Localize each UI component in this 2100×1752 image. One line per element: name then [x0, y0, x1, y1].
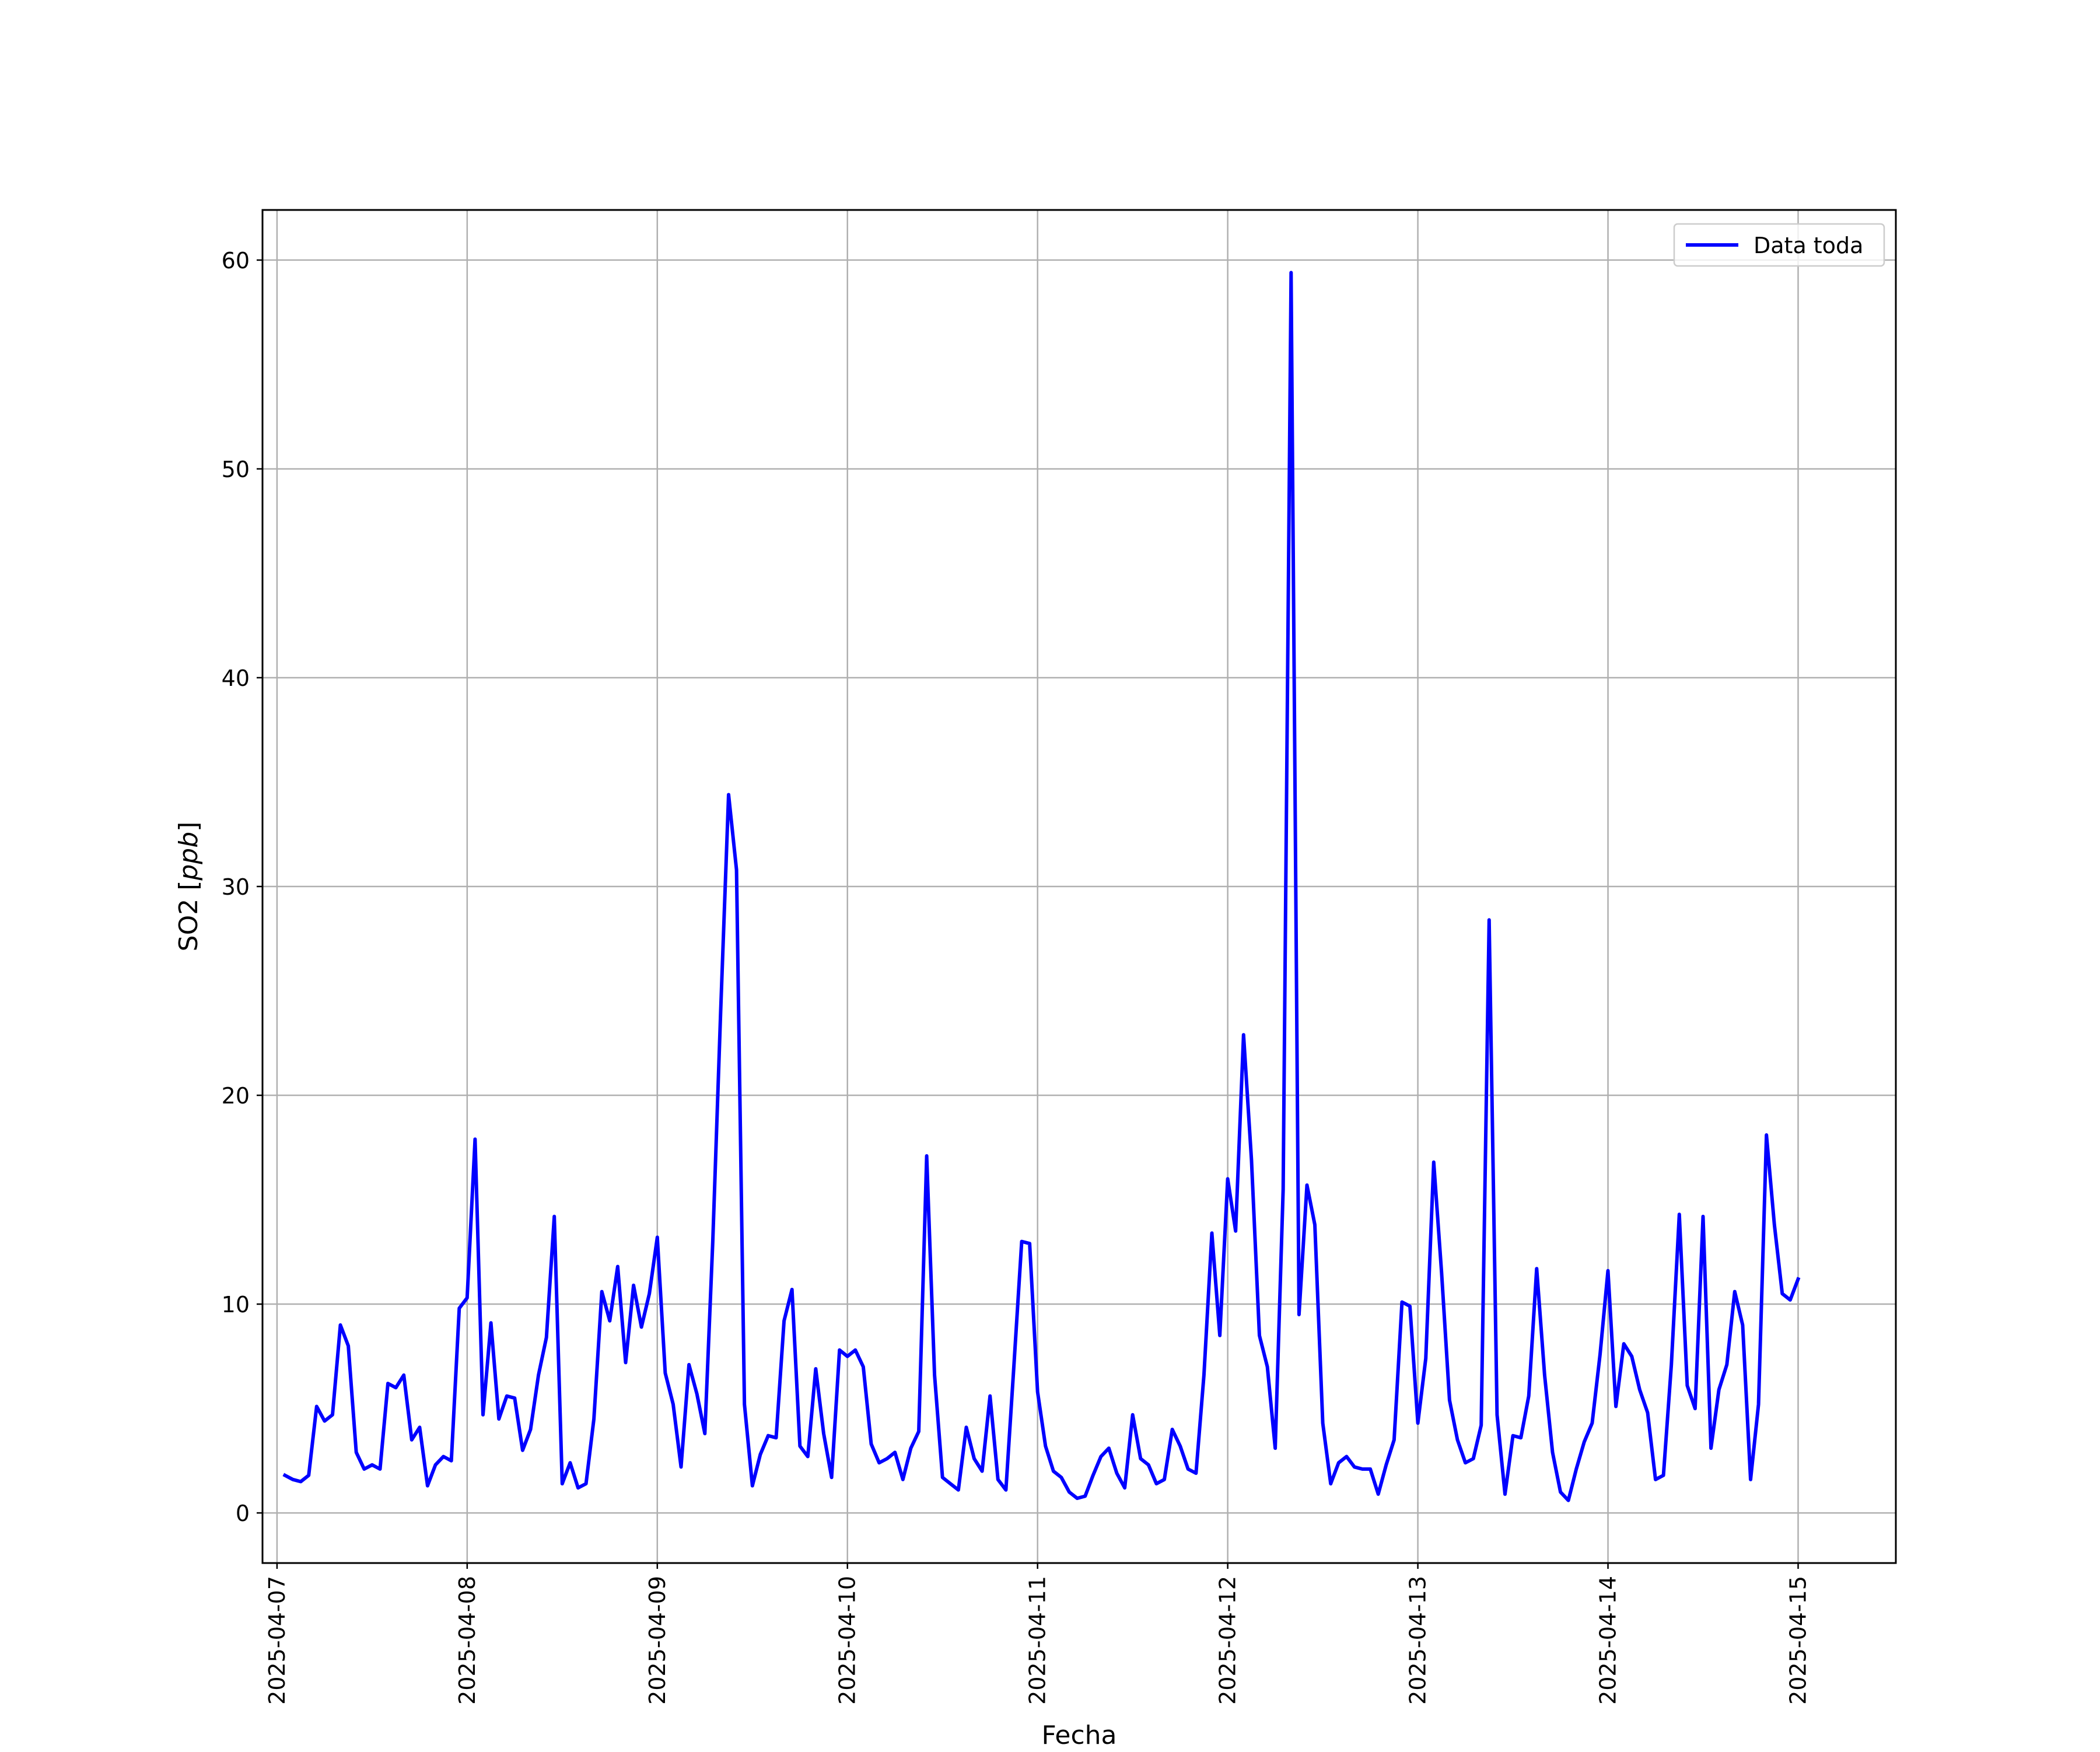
x-tick-label: 2025-04-08	[454, 1576, 480, 1705]
y-tick-label: 20	[222, 1083, 250, 1109]
x-tick-label: 2025-04-13	[1405, 1576, 1431, 1705]
series-layer	[282, 271, 1801, 1502]
y-tick-label: 40	[222, 665, 250, 691]
y-axis-label-close: ]	[174, 822, 204, 832]
y-axis-label: SO2 [ppb]	[174, 822, 204, 952]
grid	[262, 210, 1896, 1563]
y-axis-label-main: SO2 [	[174, 881, 204, 952]
y-tick-label: 0	[236, 1501, 250, 1526]
y-tick-label: 10	[222, 1292, 250, 1317]
x-tick-label: 2025-04-12	[1215, 1576, 1241, 1705]
x-axis-label: Fecha	[1041, 1721, 1116, 1750]
x-tick-label: 2025-04-09	[645, 1576, 670, 1705]
x-tick-label: 2025-04-11	[1025, 1576, 1051, 1705]
x-tick-label: 2025-04-10	[835, 1576, 860, 1705]
x-tick-label: 2025-04-07	[264, 1576, 290, 1705]
series-line	[282, 271, 1801, 1502]
legend-label: Data toda	[1754, 233, 1863, 258]
y-tick-label: 60	[222, 248, 250, 274]
y-tick-label: 50	[222, 457, 250, 482]
axis-ticks: 0 10 20 30 40 50 60 2025-04-07 2025-04-08 2025-04…	[222, 248, 1811, 1705]
y-axis-label-unit: ppb	[174, 832, 204, 881]
y-tick-label: 30	[222, 874, 250, 900]
x-tick-label: 2025-04-15	[1785, 1576, 1811, 1705]
plot-frame	[261, 209, 1897, 1564]
legend-box	[1673, 223, 1885, 267]
x-tick-label: 2025-04-14	[1595, 1576, 1621, 1705]
legend: Data toda	[1673, 223, 1885, 267]
